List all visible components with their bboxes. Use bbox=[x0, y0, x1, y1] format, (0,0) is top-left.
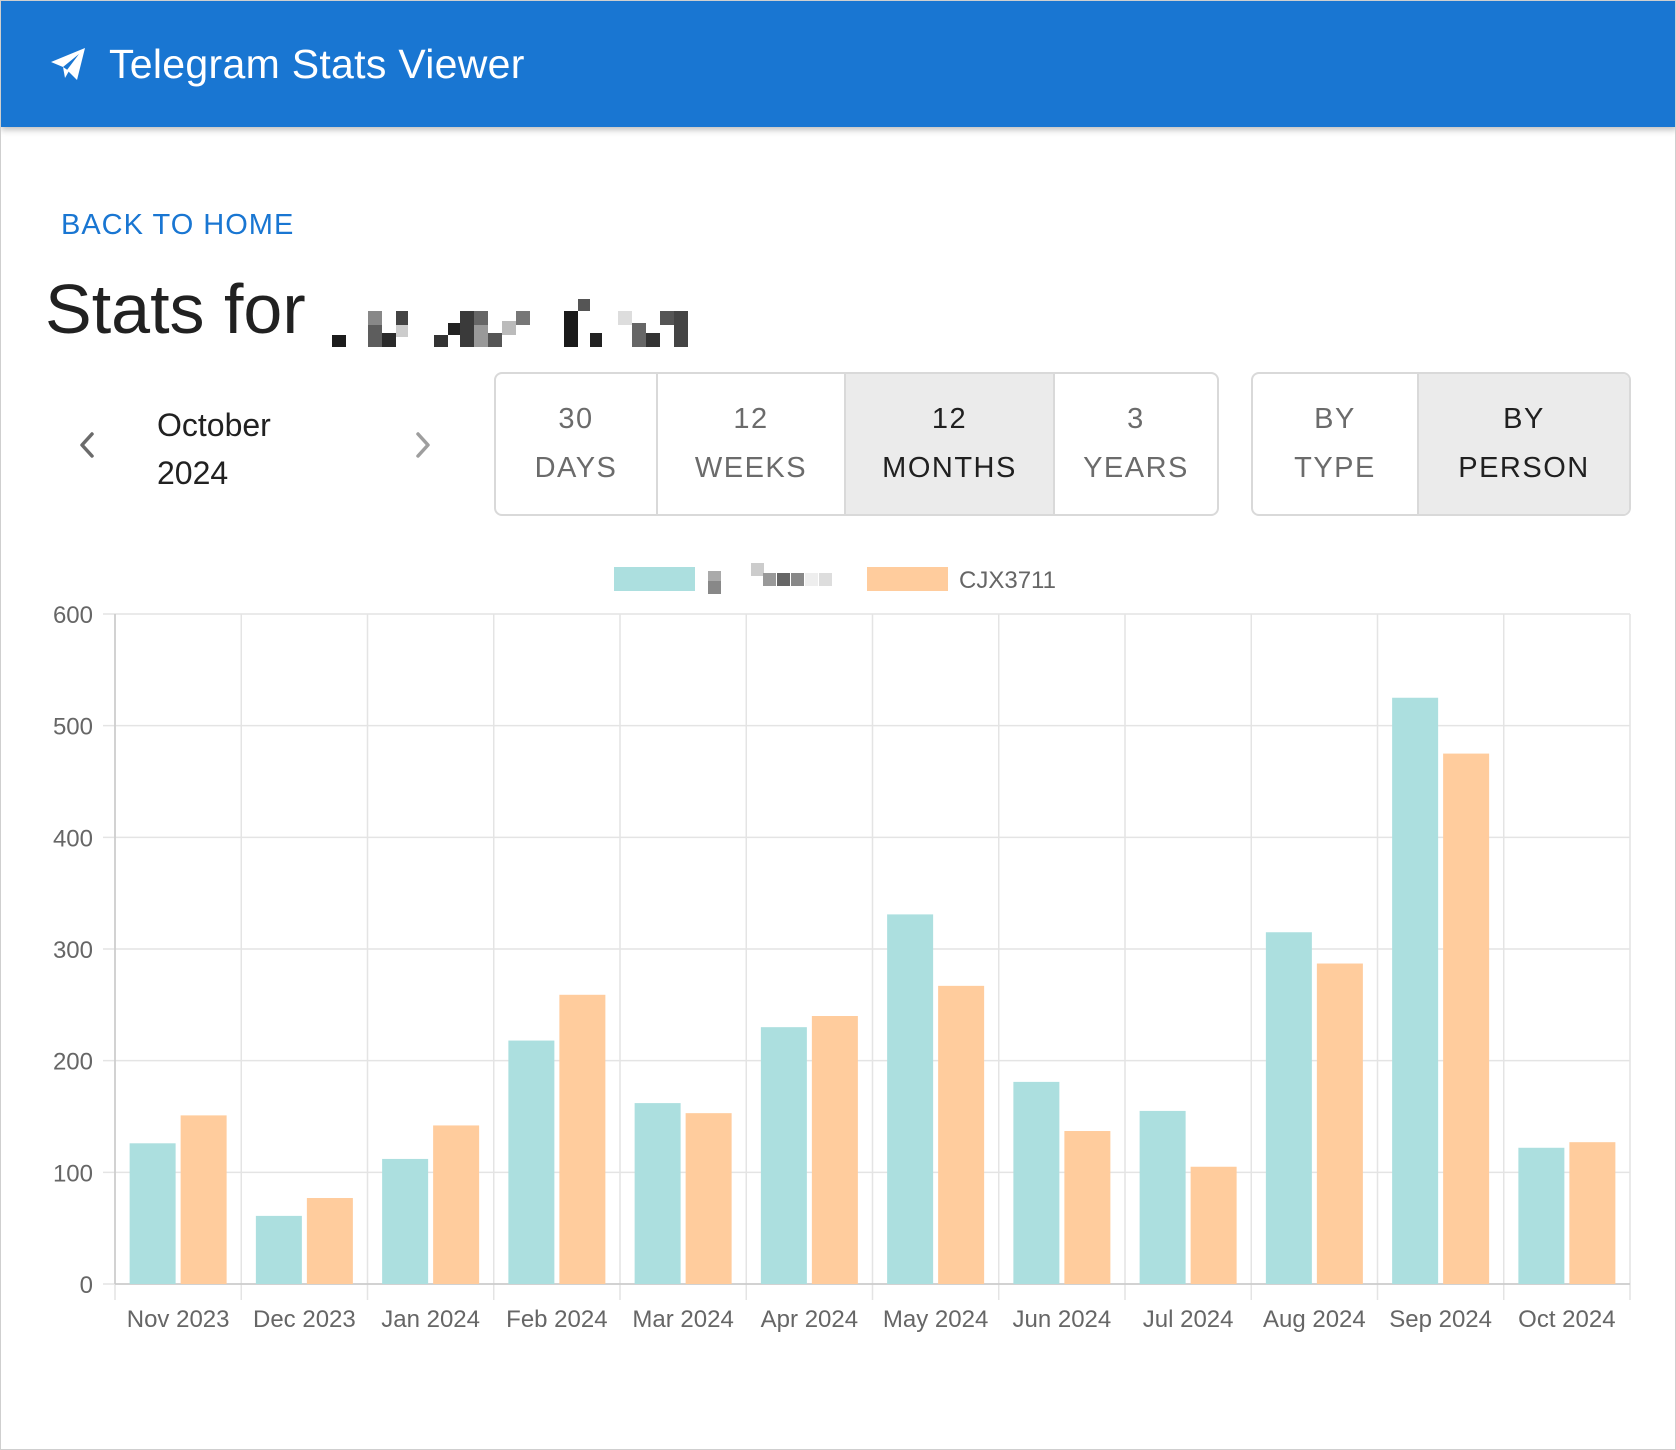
selected-month: October bbox=[157, 407, 271, 443]
bar-series-1-apr-2024[interactable] bbox=[760, 1027, 807, 1284]
chevron-left-icon[interactable] bbox=[63, 421, 111, 469]
by-type-button[interactable]: BY TYPE bbox=[1253, 374, 1419, 514]
back-to-home-link[interactable]: BACK TO HOME bbox=[61, 209, 295, 241]
bar-series-2-mar-2024[interactable] bbox=[685, 1113, 732, 1284]
date-selector: October 2024 bbox=[61, 373, 451, 519]
legend-swatch-series-1[interactable] bbox=[614, 567, 695, 591]
time-range-toggle-group: 30 DAYS 12 WEEKS 12 MONTHS 3 YEARS bbox=[494, 372, 1219, 516]
page-title-prefix: Stats for bbox=[45, 270, 306, 348]
bar-series-1-oct-2024[interactable] bbox=[1518, 1147, 1565, 1284]
legend-label-series-2: CJX3711 bbox=[959, 567, 1056, 594]
selected-year: 2024 bbox=[157, 455, 229, 491]
bar-series-1-may-2024[interactable] bbox=[887, 914, 934, 1284]
bar-series-1-sep-2024[interactable] bbox=[1392, 697, 1439, 1284]
x-tick-label: Apr 2024 bbox=[761, 1306, 858, 1333]
x-tick-label: Feb 2024 bbox=[506, 1306, 607, 1333]
bar-series-1-jun-2024[interactable] bbox=[1013, 1081, 1060, 1284]
messages-bar-chart: 0 100 200 300 400 500 600 Nov 2023 Dec 2023 Jan 2… bbox=[53, 563, 1631, 1333]
y-tick-label: 200 bbox=[53, 1049, 93, 1076]
x-tick-label: Aug 2024 bbox=[1263, 1306, 1366, 1333]
x-tick-label: Jul 2024 bbox=[1143, 1306, 1234, 1333]
grouping-toggle-group: BY TYPE BY PERSON bbox=[1251, 372, 1631, 516]
x-tick-label: Jun 2024 bbox=[1012, 1306, 1111, 1333]
bar-series-2-oct-2024[interactable] bbox=[1569, 1142, 1616, 1284]
x-tick-label: Oct 2024 bbox=[1518, 1306, 1615, 1333]
y-tick-label: 100 bbox=[53, 1160, 93, 1187]
bar-series-1-jul-2024[interactable] bbox=[1139, 1110, 1186, 1284]
app-title: Telegram Stats Viewer bbox=[109, 40, 525, 87]
bar-series-1-jan-2024[interactable] bbox=[382, 1158, 429, 1284]
bar-series-2-sep-2024[interactable] bbox=[1443, 753, 1490, 1284]
x-tick-label: Jan 2024 bbox=[381, 1306, 480, 1333]
bar-series-1-mar-2024[interactable] bbox=[634, 1103, 681, 1284]
telegram-send-icon bbox=[49, 44, 89, 84]
x-tick-label: Nov 2023 bbox=[127, 1306, 230, 1333]
bar-series-2-dec-2023[interactable] bbox=[306, 1198, 353, 1284]
bar-series-1-aug-2024[interactable] bbox=[1265, 932, 1312, 1284]
page-title: Stats for bbox=[45, 263, 720, 349]
legend-swatch-series-2[interactable] bbox=[867, 567, 948, 591]
x-tick-label: Sep 2024 bbox=[1389, 1306, 1492, 1333]
y-tick-label: 0 bbox=[80, 1272, 93, 1299]
bar-series-2-feb-2024[interactable] bbox=[559, 994, 606, 1284]
bar-series-2-may-2024[interactable] bbox=[938, 985, 985, 1284]
bar-series-2-nov-2023[interactable] bbox=[180, 1115, 227, 1284]
x-tick-label: May 2024 bbox=[883, 1306, 988, 1333]
app-bar: Telegram Stats Viewer bbox=[1, 1, 1675, 127]
bar-series-2-jun-2024[interactable] bbox=[1064, 1131, 1111, 1284]
bar-series-2-jul-2024[interactable] bbox=[1190, 1166, 1237, 1284]
y-tick-label: 500 bbox=[53, 714, 93, 741]
legend-label-redacted bbox=[708, 563, 832, 594]
bar-series-1-feb-2024[interactable] bbox=[508, 1040, 555, 1284]
bar-series-1-nov-2023[interactable] bbox=[129, 1143, 176, 1284]
x-tick-label: Dec 2023 bbox=[253, 1306, 356, 1333]
y-tick-label: 400 bbox=[53, 825, 93, 852]
bar-series-1-dec-2023[interactable] bbox=[255, 1215, 302, 1284]
x-tick-label: Mar 2024 bbox=[632, 1306, 733, 1333]
chevron-right-icon[interactable] bbox=[399, 421, 447, 469]
y-tick-label: 300 bbox=[53, 937, 93, 964]
redacted-user-name bbox=[320, 279, 720, 349]
by-person-button[interactable]: BY PERSON bbox=[1419, 374, 1629, 514]
bar-series-2-apr-2024[interactable] bbox=[811, 1016, 858, 1284]
range-3-years-button[interactable]: 3 YEARS bbox=[1083, 403, 1189, 484]
y-tick-label: 600 bbox=[53, 602, 93, 629]
range-12-weeks-button[interactable]: 12 WEEKS bbox=[658, 374, 846, 514]
range-30-days-button[interactable]: 30 DAYS bbox=[496, 374, 658, 514]
range-12-months-button[interactable]: 12 MONTHS bbox=[846, 374, 1055, 514]
bar-series-2-aug-2024[interactable] bbox=[1316, 963, 1363, 1284]
bar-series-2-jan-2024[interactable] bbox=[433, 1125, 480, 1284]
